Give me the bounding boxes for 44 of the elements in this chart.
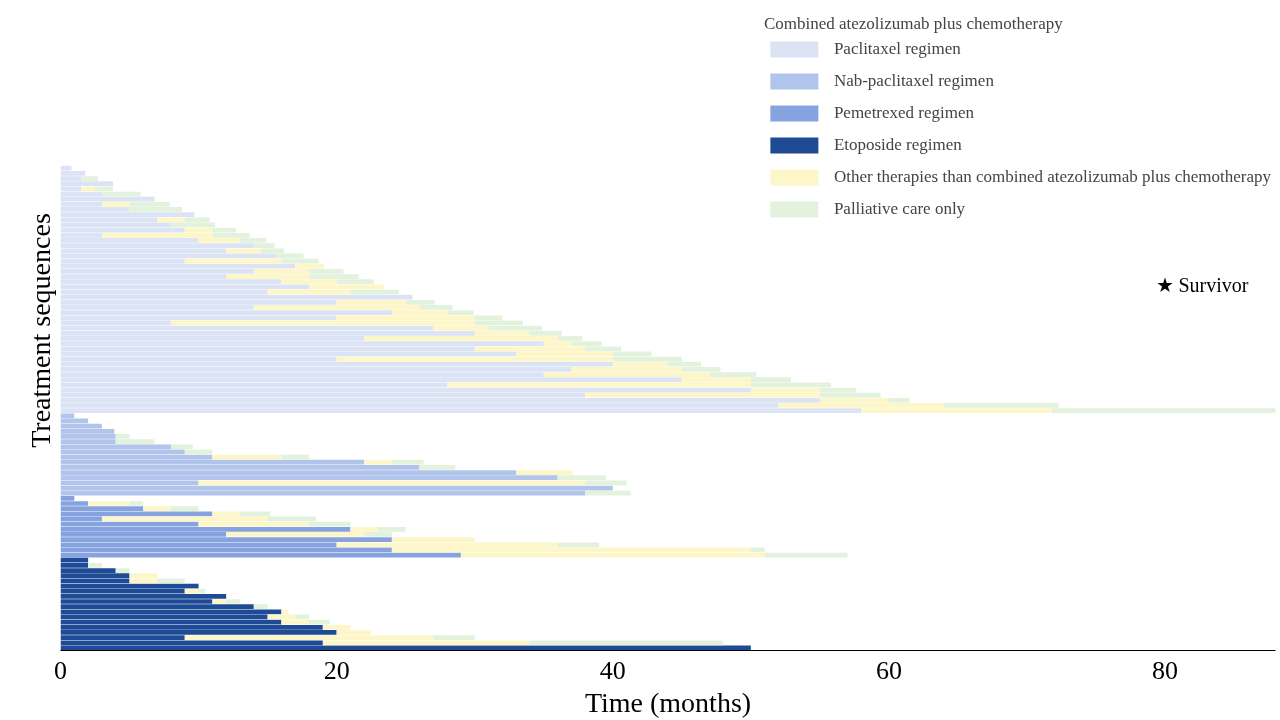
bar [433,635,475,640]
legend-label: Paclitaxel regimen [833,39,961,59]
bar [157,217,185,223]
bar [157,578,185,584]
bar [88,501,130,506]
bar [557,542,599,548]
bar [81,186,96,192]
bar [226,599,240,604]
bar [585,490,631,496]
x-axis-title: Time (months) [584,686,752,718]
bar [819,392,881,398]
bar [170,506,199,512]
legend-label: Etoposide regimen [833,135,962,155]
bar [226,248,261,254]
annotation: ★ Survivor [1155,273,1249,296]
legend-title: Combined atezolizumab plus chemotherapy [763,14,1064,34]
x-tick-label: 40 [599,655,626,685]
bar [309,619,330,625]
bar [184,588,199,594]
x-tick-label: 0 [54,655,67,685]
legend-label: Pemetrexed regimen [833,103,975,123]
bar [88,563,102,568]
bar [364,459,392,465]
bar [198,588,206,594]
bar [529,640,724,646]
bar [198,480,586,486]
bar [212,599,227,604]
legend-label: Other therapies than combined atezolizumab plus chemotherapy [833,167,1271,187]
bar [129,501,144,506]
bar [888,397,910,403]
bar [81,176,98,181]
bar [143,506,171,512]
bar [129,573,158,579]
legend-label: Nab-paclitaxel regimen [833,71,994,91]
bar [115,568,130,573]
x-tick-label: 80 [1152,655,1179,685]
bar [516,470,573,475]
x-tick-label: 60 [875,655,902,685]
y-axis-title: Treatment sequences [24,213,56,448]
x-tick-label: 20 [323,655,350,685]
bar [101,201,130,207]
bar [253,604,268,610]
legend-label: Palliative care only [833,199,966,219]
bar [585,392,820,398]
